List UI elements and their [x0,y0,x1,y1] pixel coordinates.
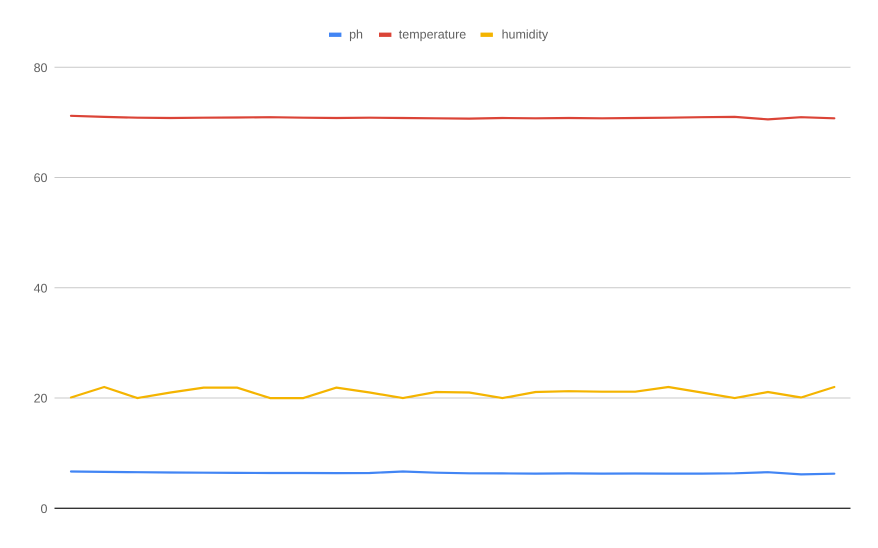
svg-text:60: 60 [34,171,48,185]
svg-text:40: 40 [34,281,48,295]
svg-text:0: 0 [41,502,48,516]
svg-text:humidity: humidity [502,28,549,42]
svg-text:ph: ph [349,28,363,42]
svg-text:temperature: temperature [399,28,466,42]
svg-text:80: 80 [34,61,48,75]
svg-text:20: 20 [34,392,48,406]
